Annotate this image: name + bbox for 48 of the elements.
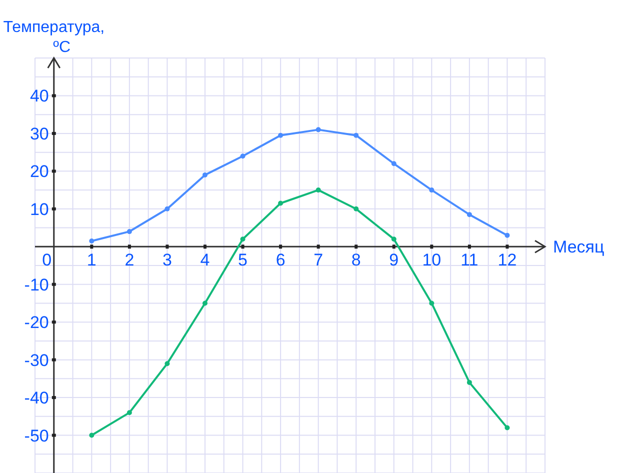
point bbox=[164, 361, 170, 366]
x-tick-label: 10 bbox=[422, 250, 442, 270]
point bbox=[316, 127, 321, 132]
point bbox=[391, 161, 396, 166]
point bbox=[202, 172, 208, 178]
y-tick-label: 30 bbox=[30, 124, 49, 144]
point bbox=[126, 229, 132, 234]
point bbox=[466, 212, 472, 218]
x-tick-label: 8 bbox=[351, 250, 361, 270]
x-tick-label: 7 bbox=[314, 250, 324, 270]
x-tick-label: 3 bbox=[162, 250, 172, 270]
x-tick-label: 12 bbox=[498, 250, 517, 270]
point bbox=[164, 206, 170, 212]
point bbox=[278, 132, 284, 138]
point bbox=[429, 188, 434, 193]
y-tick-label: 10 bbox=[30, 200, 49, 219]
x-tick-label: 9 bbox=[389, 250, 399, 270]
point bbox=[504, 232, 510, 238]
x-tick-label: 2 bbox=[124, 250, 134, 270]
y-tick-label: 20 bbox=[30, 162, 49, 182]
point bbox=[354, 206, 359, 212]
x-tick-label: 1 bbox=[86, 250, 96, 270]
point bbox=[89, 238, 94, 244]
y-axis-title: Температура, ºC bbox=[3, 19, 105, 56]
y-tick-label: -30 bbox=[24, 350, 49, 370]
y-tick-label: -10 bbox=[24, 275, 49, 294]
x-tick-label: 4 bbox=[200, 250, 210, 270]
point bbox=[89, 432, 94, 438]
point bbox=[354, 132, 359, 138]
y-tick-label: -20 bbox=[24, 313, 49, 332]
point bbox=[466, 380, 472, 385]
y-tick-label: -40 bbox=[24, 388, 49, 408]
point bbox=[391, 236, 396, 242]
point bbox=[126, 410, 132, 416]
y-tick-label: -50 bbox=[24, 426, 49, 446]
x-axis-title: Месяц bbox=[553, 238, 605, 257]
point bbox=[316, 188, 321, 193]
point bbox=[240, 154, 246, 159]
point bbox=[278, 200, 284, 206]
x-tick-label: 6 bbox=[276, 250, 286, 270]
point bbox=[202, 300, 208, 306]
point bbox=[429, 300, 434, 306]
x-tick-label: 5 bbox=[238, 250, 248, 270]
x-tick-label: 11 bbox=[460, 250, 478, 270]
y-tick-label: 40 bbox=[30, 86, 49, 106]
point bbox=[240, 236, 246, 242]
x-tick-label: 0 bbox=[42, 250, 52, 270]
point bbox=[504, 425, 510, 430]
